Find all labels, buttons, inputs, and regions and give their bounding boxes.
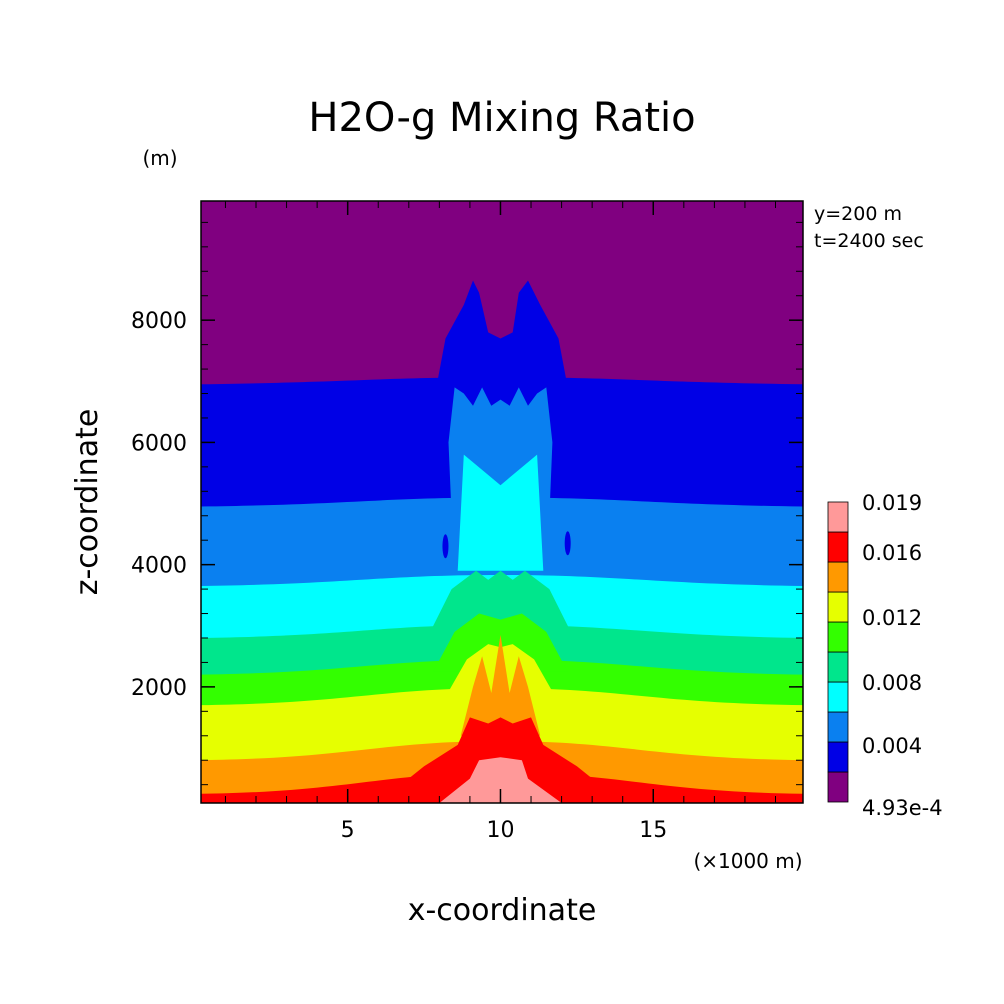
plot-frame [200, 200, 804, 804]
plume-contour-8 [393, 717, 608, 791]
chart-title: H2O-g Mixing Ratio [308, 95, 695, 141]
colorbar-swatch [827, 591, 849, 623]
y-tick-label: 8000 [131, 309, 187, 334]
plume-contour-3 [457, 454, 544, 571]
colorbar-label: 0.019 [862, 491, 922, 515]
colorbar-label: 0.016 [862, 541, 922, 565]
colorbar: 0.019 0.016 0.012 0.008 0.004 4.93e-4 [827, 491, 943, 820]
plume-contour-4 [430, 570, 571, 632]
colorbar-label: 0.012 [862, 606, 922, 630]
x-tick-label: 15 [639, 818, 667, 843]
colorbar-label: 0.004 [862, 734, 922, 758]
plume-contour-9 [439, 757, 562, 803]
y-tick-label: 6000 [131, 431, 187, 456]
y-tick-label: 2000 [131, 676, 187, 701]
colorbar-swatch [827, 651, 849, 683]
pocket-left [442, 534, 449, 559]
plume-contour-7 [460, 634, 541, 736]
colorbar-swatch [827, 681, 849, 713]
y-axis-label: z-coordinate [70, 409, 105, 596]
colorbar-swatch [827, 741, 849, 773]
pocket-right [564, 531, 571, 556]
annotation-time: t=2400 sec [814, 230, 924, 252]
y-unit-label: (m) [142, 146, 177, 170]
x-tick-label: 5 [341, 818, 355, 843]
plot-area [201, 201, 803, 803]
annotation-y-position: y=200 m [814, 203, 902, 225]
x-axis-label: x-coordinate [408, 893, 597, 928]
colorbar-swatch [827, 531, 849, 563]
colorbar-label: 0.008 [862, 671, 922, 695]
plume-contour-1 [436, 280, 568, 388]
colorbar-swatch [827, 561, 849, 593]
colorbar-swatch [827, 711, 849, 743]
colorbar-swatch [827, 771, 849, 803]
colorbar-swatch [827, 621, 849, 653]
y-tick-label: 4000 [131, 554, 187, 579]
x-tick-label: 10 [486, 818, 514, 843]
colorbar-swatch [827, 501, 849, 533]
x-unit-label: (×1000 m) [693, 849, 802, 873]
colorbar-label: 4.93e-4 [862, 796, 943, 820]
